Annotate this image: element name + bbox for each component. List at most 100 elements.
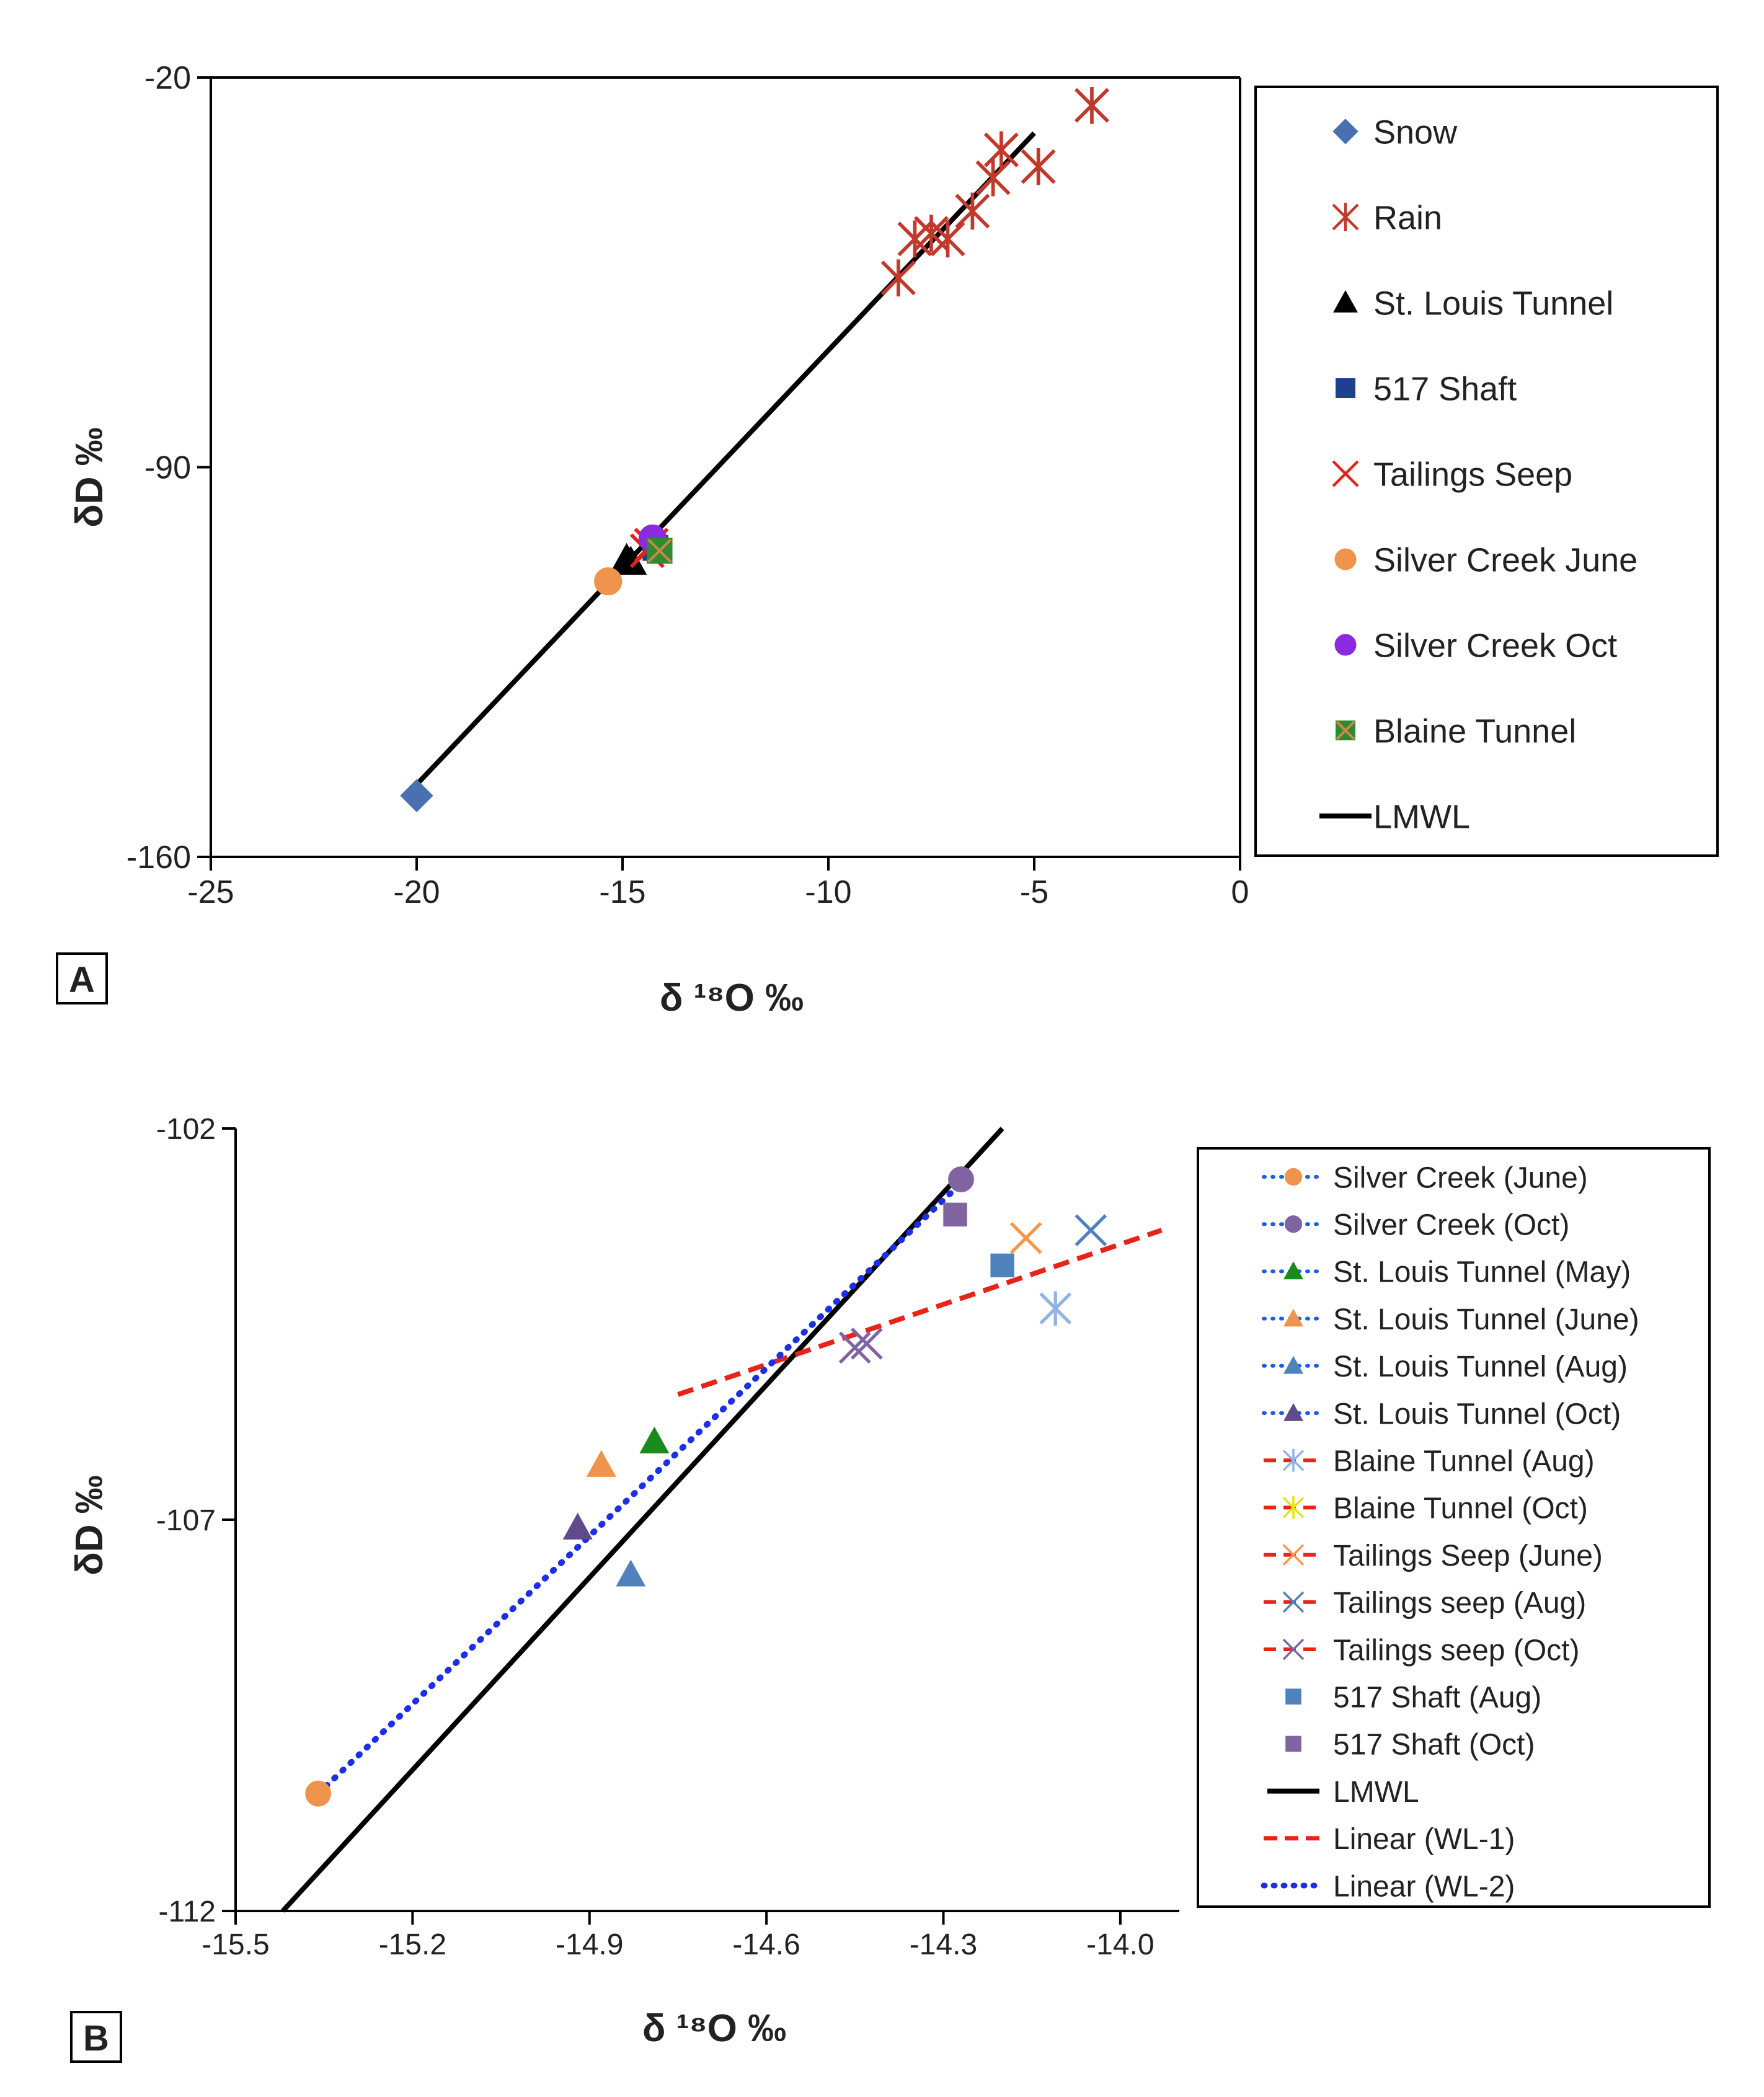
panel-b-label-box [70, 2011, 122, 2063]
legend-silver-creek-june-label: Silver Creek June [1373, 541, 1638, 579]
x-tick-label: -15.5 [202, 1928, 269, 1961]
legend-blaine-tunnel-label: Blaine Tunnel [1373, 712, 1576, 750]
silver-creek-oct-point [948, 1166, 974, 1192]
legend-517-shaft-marker [1336, 378, 1355, 398]
panel-b-label: B [83, 2018, 109, 2059]
legend-silver-creek-june-marker [1334, 548, 1357, 570]
legend-517-shaft-aug-marker [1285, 1688, 1301, 1705]
panel-a-axes: -25 -20 -15 -10 -5 0 -20 -90 -160 [126, 60, 1249, 910]
rain-point [983, 131, 1019, 169]
legend-tailings-seep-label: Tailings Seep [1373, 456, 1572, 493]
legend-st-louis-tunnel-aug-label: St. Louis Tunnel (Aug) [1333, 1350, 1628, 1383]
legend-st-louis-tunnel-june-marker [1283, 1308, 1303, 1327]
rain-point [880, 259, 916, 297]
legend-tailings-seep-aug-label: Tailings seep (Aug) [1333, 1587, 1586, 1620]
517-shaft-oct-point [943, 1202, 967, 1227]
legend-517-shaft-oct-label: 517 Shaft (Oct) [1333, 1729, 1535, 1762]
x-tick-label: -20 [393, 874, 440, 910]
x-tick-label: -15 [599, 874, 645, 910]
legend-blaine-tunnel-marker-cross [1336, 720, 1355, 740]
panel-b-legend: Silver Creek (June) Silver Creek (Oct) St.… [1197, 1147, 1711, 1908]
blaine-tunnel-point-cross [647, 538, 672, 563]
legend-linear-wl-2-label: Linear (WL-2) [1333, 1870, 1515, 1903]
tailings-seep-oct-point [850, 1328, 883, 1360]
legend-snow-marker [1332, 118, 1358, 144]
legend-st-louis-tunnel-may-marker [1283, 1261, 1303, 1280]
rain-point [975, 159, 1011, 197]
legend-rain-marker [1332, 203, 1359, 231]
517-shaft-aug-point [990, 1253, 1014, 1278]
legend-st-louis-tunnel-oct-label: St. Louis Tunnel (Oct) [1333, 1398, 1621, 1430]
st-louis-tunnel-may-point [639, 1426, 670, 1453]
rain-point [897, 220, 933, 258]
legend-silver-creek-oct-marker [1284, 1215, 1303, 1233]
tailings-seep-aug-point [1075, 1214, 1107, 1246]
legend-tailings-seep-june-label: Tailings Seep (June) [1333, 1540, 1603, 1572]
legend-tailings-seep-june-marker [1282, 1544, 1305, 1566]
y-tick-label: -102 [156, 1113, 216, 1146]
linear-wl-1-line [677, 1228, 1163, 1397]
panel-b-axes: -15.5 -15.2 -14.9 -14.6 -14.3 -14.0 -102 -107 -1… [156, 1113, 1179, 1961]
panel-a-label: A [69, 960, 95, 1000]
legend-st-louis-tunnel-oct-marker [1283, 1403, 1303, 1421]
legend-tailings-seep-oct-label: Tailings seep (Oct) [1333, 1634, 1579, 1667]
legend-tailings-seep-aug-marker [1282, 1591, 1305, 1613]
legend-box [1254, 86, 1719, 857]
y-tick-label: -107 [156, 1504, 216, 1537]
legend-blaine-tunnel-oct-label: Blaine Tunnel (Oct) [1333, 1492, 1588, 1525]
legend-box [1197, 1147, 1711, 1908]
y-tick-label: -112 [158, 1895, 216, 1928]
lmwl-line [281, 1127, 1004, 1913]
panel-b-y-axis-title: δD ‰ [68, 1475, 111, 1576]
legend-st-louis-tunnel-marker [1333, 290, 1358, 313]
x-tick-label: -14.9 [556, 1928, 623, 1961]
legend-silver-creek-oct-label: Silver Creek (Oct) [1333, 1208, 1569, 1241]
legend-blaine-tunnel-aug-label: Blaine Tunnel (Aug) [1333, 1445, 1595, 1478]
legend-blaine-tunnel-oct-marker [1282, 1496, 1305, 1519]
legend-st-louis-tunnel-label: St. Louis Tunnel [1373, 285, 1613, 322]
legend-tailings-seep-marker [1332, 460, 1359, 487]
legend-silver-creek-oct-marker [1334, 634, 1357, 656]
legend-linear-wl-1-label: Linear (WL-1) [1333, 1823, 1515, 1856]
panel-b-chart: -15.5 -15.2 -14.9 -14.6 -14.3 -14.0 -102 -107 -1… [68, 1113, 1711, 2063]
rain-point [1074, 86, 1109, 124]
legend-snow-label: Snow [1373, 113, 1458, 151]
x-tick-label: -14.6 [732, 1928, 800, 1961]
x-tick-label: -10 [805, 874, 851, 910]
panel-a-y-axis-title: δD ‰ [68, 427, 111, 528]
silver-creek-june-point [594, 567, 623, 596]
legend-tailings-seep-oct-marker [1282, 1638, 1305, 1660]
x-tick-label: -14.0 [1086, 1928, 1154, 1961]
tailings-seep-oct-point [838, 1331, 871, 1364]
y-tick-label: -160 [126, 840, 191, 876]
legend-silver-creek-june-label: Silver Creek (June) [1333, 1161, 1588, 1194]
blaine-tunnel-aug-point [1039, 1291, 1072, 1326]
x-tick-label: -25 [187, 874, 234, 910]
legend-lmwl-label: LMWL [1333, 1776, 1419, 1809]
panel-a-label-box [56, 952, 108, 1004]
silver-creek-june-point [305, 1780, 332, 1807]
rain-point [955, 192, 990, 230]
legend-silver-creek-june-marker [1284, 1168, 1303, 1186]
panel-a-marks [400, 86, 1109, 812]
st-louis-tunnel-june-point [586, 1450, 616, 1477]
x-tick-label: -14.3 [910, 1928, 977, 1961]
legend-517-shaft-label: 517 Shaft [1373, 370, 1517, 407]
panel-a-legend: Snow Rain St. Louis Tunnel 517 Shaft Tailing… [1254, 86, 1719, 857]
panel-a-x-axis-title: δ ¹⁸O ‰ [660, 977, 804, 1019]
legend-st-louis-tunnel-aug-marker [1283, 1355, 1303, 1374]
tailings-seep-june-point [1009, 1221, 1042, 1254]
st-louis-tunnel-oct-point [562, 1512, 593, 1540]
legend-lmwl-label: LMWL [1373, 798, 1470, 835]
x-tick-label: 0 [1231, 874, 1249, 910]
panel-b-x-axis-title: δ ¹⁸O ‰ [642, 2007, 786, 2050]
y-tick-label: -90 [144, 450, 191, 486]
y-tick-label: -20 [144, 60, 191, 96]
panel-b-marks [281, 1127, 1163, 1913]
legend-rain-label: Rain [1373, 199, 1442, 236]
linear-wl-2-line [315, 1180, 965, 1797]
panel-a-chart: -25 -20 -15 -10 -5 0 -20 -90 -160 δ ¹⁸O ‰ δD ‰ A… [56, 60, 1719, 1019]
x-tick-label: -5 [1020, 874, 1048, 910]
legend-st-louis-tunnel-june-label: St. Louis Tunnel (June) [1333, 1303, 1639, 1336]
